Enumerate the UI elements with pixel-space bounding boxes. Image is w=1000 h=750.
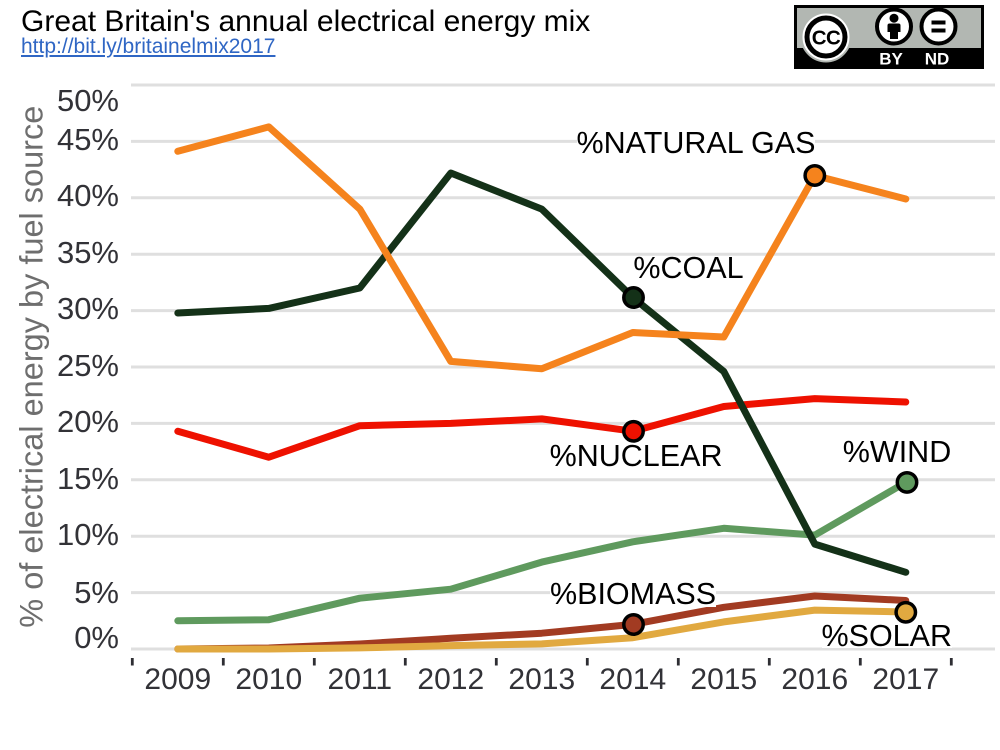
svg-text:ND: ND <box>925 50 950 69</box>
svg-text:CC: CC <box>812 27 841 50</box>
svg-text:BY: BY <box>879 50 903 69</box>
